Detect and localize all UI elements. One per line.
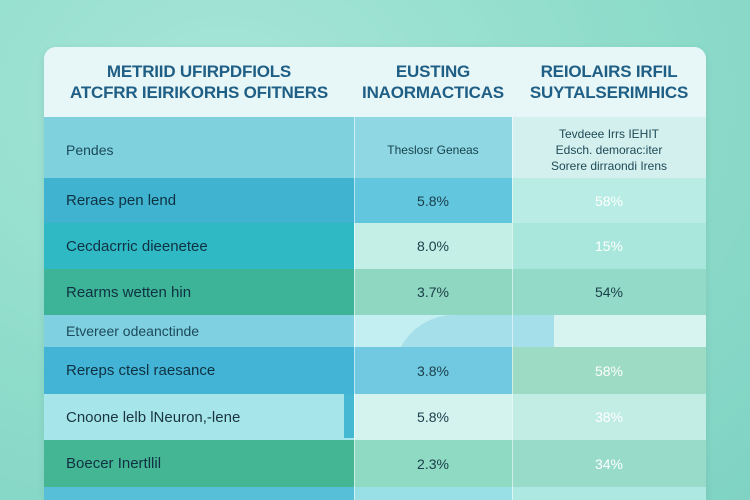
header-col-2-line-1: EUSTING xyxy=(395,62,471,81)
footer-col-2 xyxy=(354,487,512,500)
section-label: Etvereer odeanctinde xyxy=(44,315,354,347)
row-label: Rereps ctesl raesance xyxy=(44,347,354,394)
row-label: Rearms wetten hin xyxy=(44,269,354,315)
comparison-table: METRIID UFIRPDFIOLS ATCFRR IEIRIKORHS OF… xyxy=(44,47,706,500)
section-row: Etvereer odeanctinde xyxy=(44,315,706,379)
subheader-col-3-line-3: Sorere dirraondi Irens xyxy=(550,159,668,173)
column-divider xyxy=(512,117,513,500)
row-value-col-3: 58% xyxy=(512,178,706,223)
header-col-3: REIOLAIRS IRFIL SUYTALSERIMHICS xyxy=(512,47,706,117)
column-divider xyxy=(354,117,355,500)
header-col-1: METRIID UFIRPDFIOLS ATCFRR IEIRIKORHS OF… xyxy=(44,47,354,117)
table-row: Reraes pen lend 5.8% 58% xyxy=(44,178,706,223)
subheader-col-3-line-2: Edsch. demorac:iter xyxy=(555,143,663,157)
row-value-col-2: 8.0% xyxy=(354,223,512,269)
row-label: Cecdacrric dieenetee xyxy=(44,223,354,269)
table-row: Boecer Inertllil 2.3% 34% xyxy=(44,440,706,487)
footer-col-1 xyxy=(44,487,354,500)
header-col-1-line-2: ATCFRR IEIRIKORHS OFITNERS xyxy=(70,83,328,102)
footer-col-3 xyxy=(512,487,706,500)
table-footer-row xyxy=(44,487,706,500)
header-col-2: EUSTING INAORMACTICAS xyxy=(354,47,512,117)
header-col-3-line-1: REIOLAIRS IRFIL xyxy=(540,62,678,81)
subheader-col-3-line-1: Tevdeee Irrs IEHIT xyxy=(558,127,660,141)
row-value-col-2: 5.8% xyxy=(354,394,512,440)
row-value-col-2: 2.3% xyxy=(354,440,512,487)
row-value-col-2: 5.8% xyxy=(354,178,512,223)
row-label: Reraes pen lend xyxy=(44,178,354,223)
header-col-3-line-2: SUYTALSERIMHICS xyxy=(529,83,689,102)
table-header: METRIID UFIRPDFIOLS ATCFRR IEIRIKORHS OF… xyxy=(44,47,706,117)
row-value-col-3: 38% xyxy=(512,394,706,440)
table-row: Cnoone lelb lNeuron,-lene 5.8% 38% xyxy=(44,394,706,440)
row-value-col-3: 34% xyxy=(512,440,706,487)
subheader-label: Pendes xyxy=(44,117,354,183)
table-row: Rereps ctesl raesance 3.8% 58% xyxy=(44,347,706,394)
header-col-1-line-1: METRIID UFIRPDFIOLS xyxy=(106,62,292,81)
row-label: Cnoone lelb lNeuron,-lene xyxy=(44,394,354,440)
row-value-col-3: 15% xyxy=(512,223,706,269)
table-row: Cecdacrric dieenetee 8.0% 15% xyxy=(44,223,706,269)
row-value-col-2: 3.7% xyxy=(354,269,512,315)
table-row: Rearms wetten hin 3.7% 54% xyxy=(44,269,706,315)
subheader-row: Pendes Theslosr Geneas Tevdeee Irrs IEHI… xyxy=(44,117,706,183)
row-label: Boecer Inertllil xyxy=(44,440,354,487)
row-value-col-3: 54% xyxy=(512,269,706,315)
row-value-col-3: 58% xyxy=(512,347,706,394)
row-value-col-2: 3.8% xyxy=(354,347,512,394)
subheader-col-2: Theslosr Geneas xyxy=(354,117,512,183)
subheader-col-3: Tevdeee Irrs IEHIT Edsch. demorac:iter S… xyxy=(512,117,706,183)
header-col-2-line-2: INAORMACTICAS xyxy=(362,83,504,102)
